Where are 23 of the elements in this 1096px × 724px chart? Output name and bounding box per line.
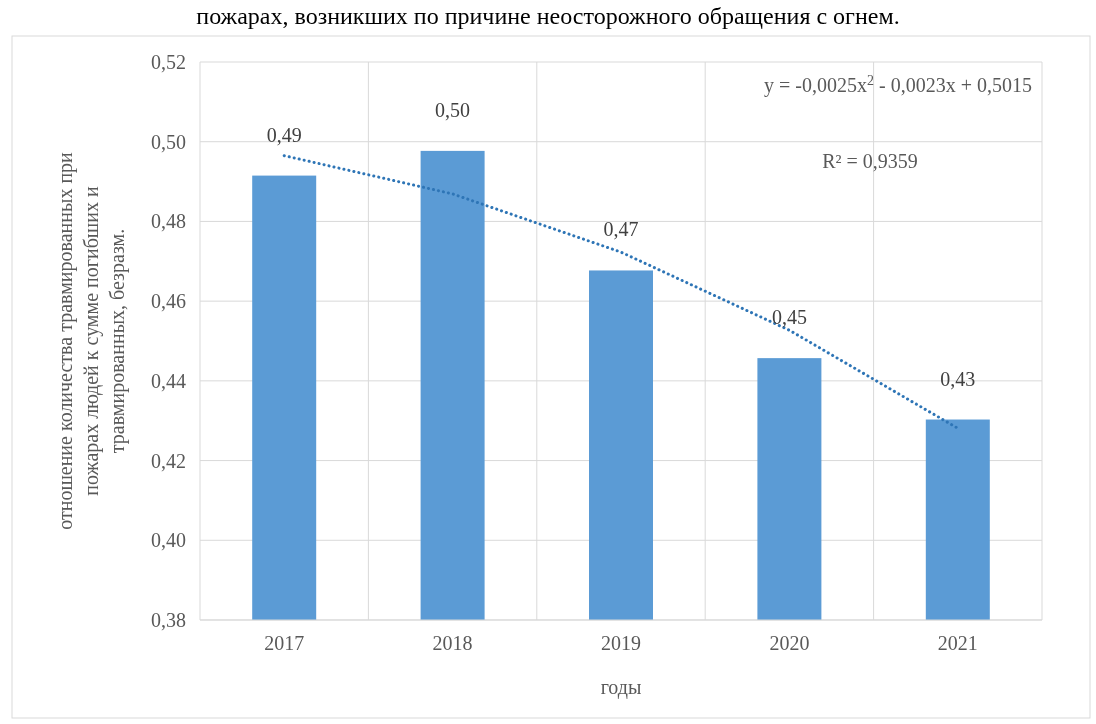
chart-title: пожарах, возникших по причине неосторожного обращения с огнем. [196,3,900,29]
x-tick-label: 2017 [264,632,305,654]
y-tick-label: 0,40 [151,529,186,552]
y-axis-title: отношение количества травмированных при пожарах людей к сумме погибших и травмированных, безразм. [54,151,129,530]
y-tick-label: 0,50 [151,130,186,153]
y-tick-label: 0,52 [151,51,186,73]
data-label: 0,47 [603,218,639,241]
annotation: R² = 0,9359 [822,150,918,172]
data-label: 0,49 [266,123,302,146]
y-tick-label: 0,38 [151,609,186,631]
y-tick-label: 0,46 [151,290,186,313]
x-axis-title: годы [600,676,642,699]
x-tick-label: 2020 [769,632,810,654]
annotation: y = -0,0025x$^{2}$ - 0,0023x + 0,5015 [764,72,1032,97]
y-tick-label: 0,42 [151,449,186,472]
y-tick-label: 0,48 [151,210,186,233]
y-tick-label: 0,44 [151,369,186,392]
x-tick-label: 2021 [937,632,978,654]
x-tick-label: 2019 [601,632,641,654]
data-label: 0,50 [435,98,471,121]
data-label: 0,45 [771,306,807,329]
data-label: 0,43 [940,367,976,390]
x-tick-label: 2018 [432,632,473,654]
